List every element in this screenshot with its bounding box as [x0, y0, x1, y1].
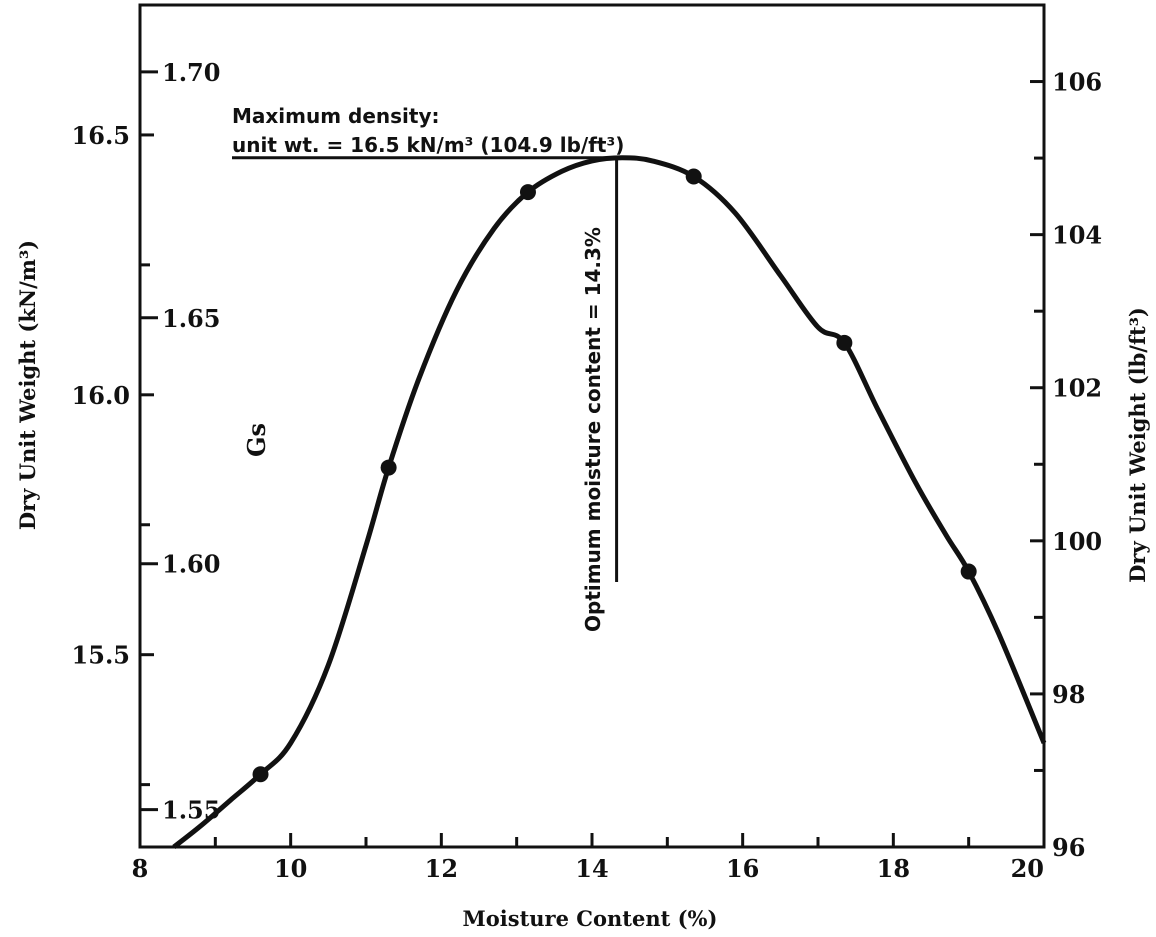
y-left-tick-label-16.0: 16.0 — [72, 381, 130, 410]
data-point-3 — [520, 184, 536, 200]
gs-tick-label-1.60: 1.60 — [162, 550, 220, 579]
y-right-tick-label-98: 98 — [1052, 680, 1085, 709]
optimum-moisture-label: Optimum moisture content = 14.3% — [581, 227, 605, 632]
annotation-lines — [232, 158, 623, 582]
y-left-tick-label-15.5: 15.5 — [72, 641, 130, 670]
data-point-5 — [836, 335, 852, 351]
y-right-tick-label-104: 104 — [1052, 221, 1102, 250]
data-point-6 — [961, 564, 977, 580]
x-tick-label-8: 8 — [132, 854, 149, 883]
data-point-1 — [253, 766, 269, 782]
compaction-curve — [174, 158, 1044, 847]
data-point-2 — [381, 460, 397, 476]
x-tick-label-14: 14 — [575, 854, 608, 883]
max-density-label-line1: Maximum density: — [232, 104, 440, 128]
data-points — [253, 169, 977, 783]
y-left-tick-label-16.5: 16.5 — [72, 121, 130, 150]
max-density-label-line2: unit wt. = 16.5 kN/m³ (104.9 lb/ft³) — [232, 133, 624, 157]
x-axis-title: Moisture Content (%) — [463, 906, 718, 931]
x-tick-label-10: 10 — [274, 854, 307, 883]
gs-tick-label-1.55: 1.55 — [162, 796, 220, 825]
x-tick-label-12: 12 — [425, 854, 458, 883]
gs-axis-label: Gs — [242, 423, 271, 457]
y-right-tick-label-100: 100 — [1052, 527, 1102, 556]
y-right-tick-label-106: 106 — [1052, 68, 1102, 97]
y-right-tick-label-96: 96 — [1052, 833, 1085, 862]
x-tick-label-18: 18 — [877, 854, 910, 883]
x-tick-label-20: 20 — [1011, 854, 1044, 883]
data-point-4 — [686, 169, 702, 185]
y-axis-title-right: Dry Unit Weight (lb/ft³) — [1125, 307, 1150, 583]
gs-tick-label-1.65: 1.65 — [162, 304, 220, 333]
y-right-tick-label-102: 102 — [1052, 374, 1102, 403]
y-axis-title-left: Dry Unit Weight (kN/m³) — [15, 240, 40, 530]
gs-tick-label-1.70: 1.70 — [162, 58, 220, 87]
x-tick-label-16: 16 — [726, 854, 759, 883]
